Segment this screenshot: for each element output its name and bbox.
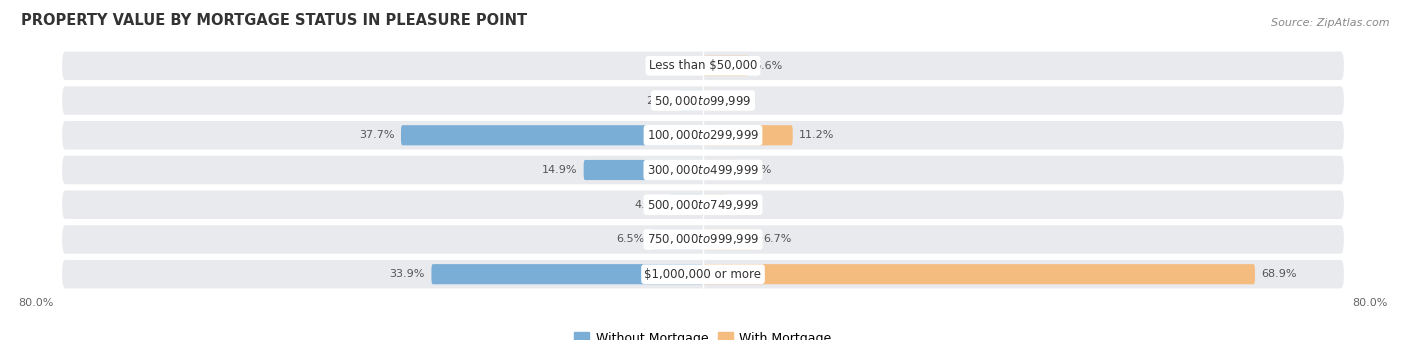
Text: 37.7%: 37.7% bbox=[359, 130, 395, 140]
Text: 11.2%: 11.2% bbox=[799, 130, 835, 140]
Text: Source: ZipAtlas.com: Source: ZipAtlas.com bbox=[1271, 18, 1389, 28]
FancyBboxPatch shape bbox=[703, 160, 738, 180]
Text: 80.0%: 80.0% bbox=[1353, 298, 1388, 308]
FancyBboxPatch shape bbox=[62, 156, 1344, 184]
FancyBboxPatch shape bbox=[583, 160, 703, 180]
Text: 6.5%: 6.5% bbox=[616, 235, 644, 244]
FancyBboxPatch shape bbox=[703, 264, 1256, 284]
FancyBboxPatch shape bbox=[432, 264, 703, 284]
Text: $500,000 to $749,999: $500,000 to $749,999 bbox=[647, 198, 759, 212]
Text: PROPERTY VALUE BY MORTGAGE STATUS IN PLEASURE POINT: PROPERTY VALUE BY MORTGAGE STATUS IN PLE… bbox=[21, 13, 527, 28]
Text: 0.53%: 0.53% bbox=[714, 96, 749, 105]
FancyBboxPatch shape bbox=[681, 90, 703, 110]
Legend: Without Mortgage, With Mortgage: Without Mortgage, With Mortgage bbox=[569, 327, 837, 340]
Text: 5.6%: 5.6% bbox=[754, 61, 783, 71]
FancyBboxPatch shape bbox=[703, 230, 756, 250]
Text: $300,000 to $499,999: $300,000 to $499,999 bbox=[647, 163, 759, 177]
FancyBboxPatch shape bbox=[651, 230, 703, 250]
FancyBboxPatch shape bbox=[703, 195, 725, 215]
FancyBboxPatch shape bbox=[62, 260, 1344, 288]
FancyBboxPatch shape bbox=[62, 86, 1344, 115]
Text: 4.2%: 4.2% bbox=[634, 200, 664, 210]
Text: $100,000 to $299,999: $100,000 to $299,999 bbox=[647, 128, 759, 142]
Text: $750,000 to $999,999: $750,000 to $999,999 bbox=[647, 233, 759, 246]
FancyBboxPatch shape bbox=[703, 56, 748, 76]
Text: 14.9%: 14.9% bbox=[541, 165, 578, 175]
Text: Less than $50,000: Less than $50,000 bbox=[648, 59, 758, 72]
FancyBboxPatch shape bbox=[703, 125, 793, 145]
Text: 80.0%: 80.0% bbox=[18, 298, 53, 308]
Text: 2.8%: 2.8% bbox=[645, 96, 673, 105]
Text: $1,000,000 or more: $1,000,000 or more bbox=[644, 268, 762, 281]
FancyBboxPatch shape bbox=[62, 52, 1344, 80]
FancyBboxPatch shape bbox=[669, 195, 703, 215]
Text: 33.9%: 33.9% bbox=[389, 269, 425, 279]
Text: 68.9%: 68.9% bbox=[1261, 269, 1296, 279]
FancyBboxPatch shape bbox=[62, 121, 1344, 150]
Text: $50,000 to $99,999: $50,000 to $99,999 bbox=[654, 94, 752, 107]
Text: 6.7%: 6.7% bbox=[763, 235, 792, 244]
Text: 4.3%: 4.3% bbox=[744, 165, 772, 175]
FancyBboxPatch shape bbox=[62, 225, 1344, 254]
FancyBboxPatch shape bbox=[703, 90, 707, 110]
FancyBboxPatch shape bbox=[401, 125, 703, 145]
Text: 0.0%: 0.0% bbox=[668, 61, 696, 71]
Text: 2.8%: 2.8% bbox=[733, 200, 761, 210]
FancyBboxPatch shape bbox=[62, 190, 1344, 219]
